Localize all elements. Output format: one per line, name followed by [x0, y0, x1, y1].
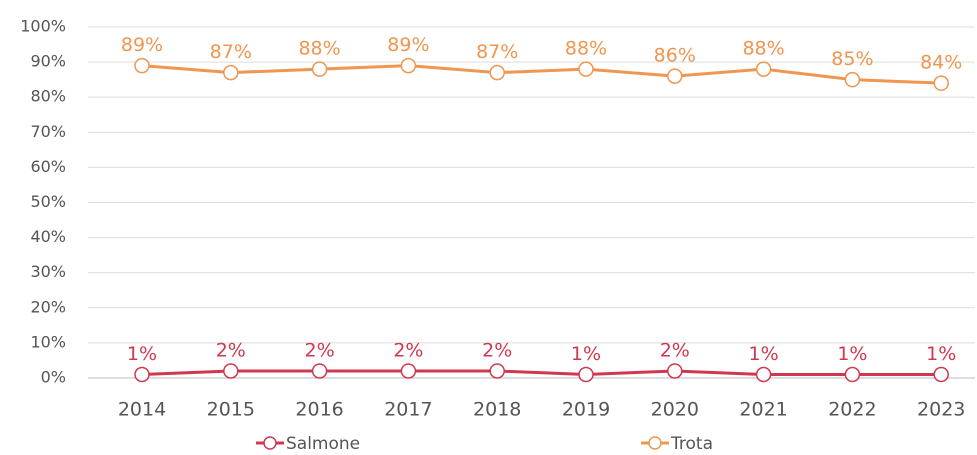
- point: [578, 366, 594, 383]
- series-line: [141, 64, 942, 85]
- data-label: 86%: [654, 45, 696, 67]
- data-label: 87%: [476, 41, 518, 63]
- y-tick-label: 100%: [20, 17, 66, 36]
- data-label: 87%: [210, 41, 252, 63]
- y-tick-label: 40%: [30, 227, 66, 246]
- point: [134, 57, 150, 74]
- y-tick-label: 20%: [30, 297, 66, 316]
- data-label: 84%: [920, 52, 962, 74]
- data-label: 2%: [660, 339, 690, 361]
- point: [134, 366, 150, 383]
- x-tick-label: 2018: [473, 399, 521, 421]
- legend-label: Trota: [670, 434, 713, 454]
- data-label: 1%: [749, 343, 779, 365]
- data-label: 2%: [393, 339, 423, 361]
- data-label: 1%: [837, 343, 867, 365]
- x-tick-label: 2016: [295, 399, 343, 421]
- x-tick-label: 2023: [917, 399, 965, 421]
- x-tick-label: 2021: [739, 399, 787, 421]
- x-tick-label: 2022: [828, 399, 876, 421]
- data-label: 2%: [305, 339, 335, 361]
- point: [667, 68, 683, 84]
- data-label: 89%: [121, 34, 163, 56]
- data-label: 88%: [565, 38, 607, 60]
- point: [489, 363, 505, 379]
- x-tick-label: 2015: [207, 399, 255, 421]
- point: [667, 363, 683, 379]
- y-tick-label: 0%: [41, 368, 66, 387]
- data-label: 1%: [571, 343, 601, 365]
- data-label: 88%: [298, 38, 340, 60]
- point: [400, 57, 417, 74]
- point: [223, 64, 239, 81]
- y-tick-label: 50%: [30, 192, 66, 211]
- x-tick-label: 2020: [651, 399, 699, 421]
- legend-marker: [648, 436, 662, 450]
- y-tick-label: 10%: [30, 332, 66, 351]
- y-tick-label: 90%: [30, 52, 66, 71]
- y-tick-label: 30%: [30, 262, 66, 281]
- data-label: 2%: [216, 339, 246, 361]
- x-tick-label: 2017: [384, 399, 432, 421]
- legend-label: Salmone: [286, 434, 360, 454]
- point: [844, 71, 861, 88]
- point: [223, 363, 239, 379]
- data-label: 1%: [127, 343, 157, 365]
- data-label: 85%: [831, 48, 873, 70]
- point: [933, 75, 949, 91]
- y-tick-label: 60%: [30, 157, 66, 176]
- point: [933, 366, 949, 383]
- point: [755, 366, 772, 383]
- series-line: [141, 369, 942, 376]
- x-tick-label: 2019: [562, 399, 610, 421]
- point: [311, 61, 328, 77]
- point: [578, 61, 594, 77]
- point: [400, 363, 417, 379]
- legend-marker: [263, 436, 277, 450]
- x-tick-label: 2014: [118, 399, 166, 421]
- point: [755, 61, 772, 77]
- y-tick-label: 80%: [30, 87, 66, 106]
- point: [311, 363, 328, 379]
- data-label: 2%: [482, 339, 512, 361]
- data-label: 1%: [926, 343, 956, 365]
- point: [489, 64, 505, 81]
- y-tick-label: 70%: [30, 122, 66, 141]
- data-label: 88%: [742, 38, 784, 60]
- data-label: 89%: [387, 34, 429, 56]
- point: [844, 366, 861, 383]
